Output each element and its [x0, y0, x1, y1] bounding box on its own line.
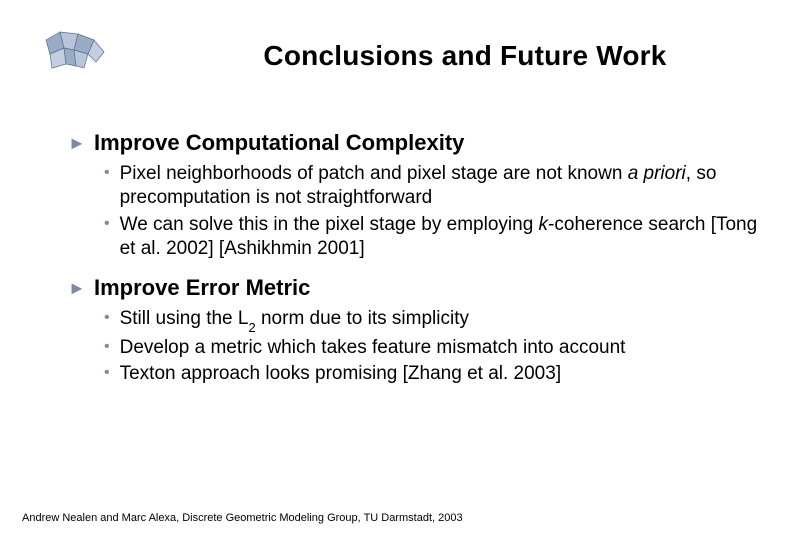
text-post: norm due to its simplicity [256, 308, 469, 329]
item-text: Develop a metric which takes feature mis… [120, 336, 770, 360]
item-text: Texton approach looks promising [Zhang e… [120, 362, 770, 386]
dot-bullet-icon: • [104, 362, 110, 384]
dot-bullet-icon: • [104, 162, 110, 184]
text-pre: Texton approach looks promising [Zhang e… [120, 363, 562, 384]
sub-list: • Still using the L2 norm due to its sim… [68, 307, 770, 386]
text-pre: Pixel neighborhoods of patch and pixel s… [120, 163, 628, 184]
list-item: • Still using the L2 norm due to its sim… [104, 307, 770, 333]
text-italic: a priori [628, 163, 686, 184]
list-item: • Develop a metric which takes feature m… [104, 336, 770, 360]
list-item: • Texton approach looks promising [Zhang… [104, 362, 770, 386]
section-heading-text: Improve Computational Complexity [94, 130, 464, 156]
dot-bullet-icon: • [104, 307, 110, 329]
dot-bullet-icon: • [104, 213, 110, 235]
sub-list: • Pixel neighborhoods of patch and pixel… [68, 162, 770, 261]
text-italic: k [539, 214, 549, 235]
text-pre: Still using the L [120, 308, 249, 329]
text-pre: Develop a metric which takes feature mis… [120, 337, 626, 358]
section-heading-text: Improve Error Metric [94, 275, 310, 301]
slide-title: Conclusions and Future Work [0, 40, 810, 72]
dot-bullet-icon: • [104, 336, 110, 358]
arrow-bullet-icon: ► [68, 278, 86, 299]
item-text: Still using the L2 norm due to its simpl… [120, 307, 770, 333]
item-text: We can solve this in the pixel stage by … [120, 213, 770, 262]
text-subscript: 2 [248, 320, 255, 335]
text-pre: We can solve this in the pixel stage by … [120, 214, 539, 235]
list-item: • We can solve this in the pixel stage b… [104, 213, 770, 262]
section-heading: ► Improve Computational Complexity [68, 130, 770, 156]
section-1: ► Improve Computational Complexity • Pix… [68, 130, 770, 261]
item-text: Pixel neighborhoods of patch and pixel s… [120, 162, 770, 211]
section-heading: ► Improve Error Metric [68, 275, 770, 301]
section-2: ► Improve Error Metric • Still using the… [68, 275, 770, 386]
footer-text: Andrew Nealen and Marc Alexa, Discrete G… [22, 512, 463, 524]
slide: Conclusions and Future Work ► Improve Co… [0, 0, 810, 540]
content-area: ► Improve Computational Complexity • Pix… [68, 130, 770, 396]
list-item: • Pixel neighborhoods of patch and pixel… [104, 162, 770, 211]
arrow-bullet-icon: ► [68, 133, 86, 154]
